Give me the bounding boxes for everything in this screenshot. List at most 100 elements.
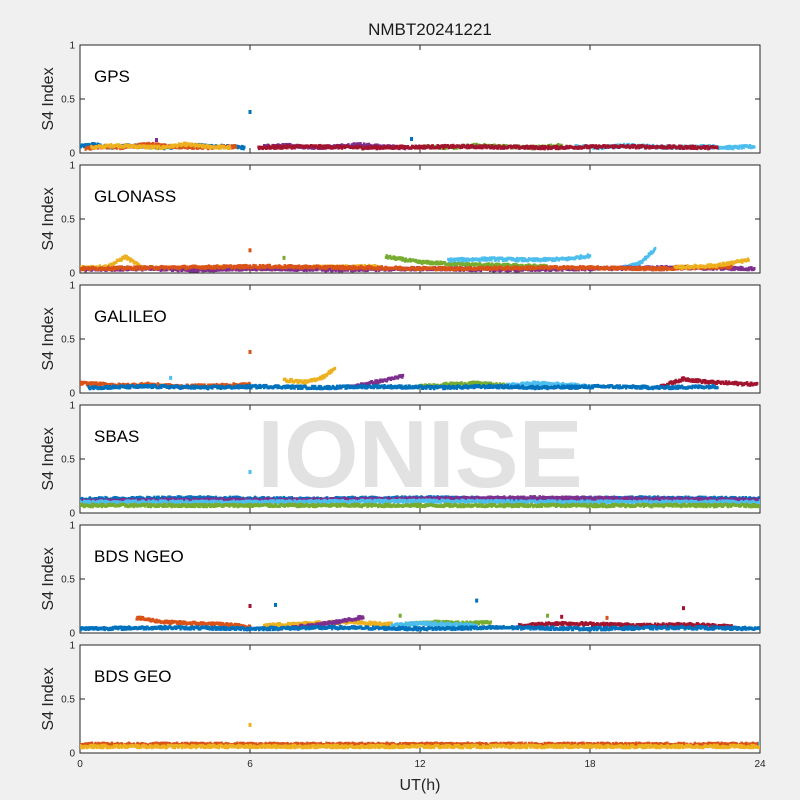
data-point	[695, 147, 699, 151]
data-point	[537, 268, 540, 272]
data-point	[577, 146, 580, 150]
data-point	[645, 144, 648, 148]
data-point	[644, 255, 647, 259]
data-point	[160, 146, 164, 150]
data-point	[369, 144, 373, 148]
data-point	[133, 265, 136, 269]
data-point	[389, 254, 392, 258]
data-point	[340, 146, 344, 150]
data-point	[430, 260, 434, 264]
series-group	[80, 246, 756, 273]
data-point	[740, 146, 743, 150]
data-point	[582, 267, 585, 271]
data-point	[273, 144, 276, 148]
data-point	[221, 266, 225, 270]
data-point	[384, 265, 388, 269]
y-tick-label: 0.5	[61, 215, 75, 226]
series	[80, 263, 733, 272]
data-point	[445, 268, 448, 272]
data-point	[212, 269, 216, 273]
data-point	[509, 144, 512, 148]
data-point	[312, 266, 315, 270]
data-point	[526, 266, 529, 270]
data-point	[385, 146, 388, 150]
data-point	[449, 145, 452, 149]
data-point	[421, 146, 425, 150]
data-point	[667, 144, 670, 148]
data-point	[340, 265, 343, 269]
data-point	[251, 265, 255, 269]
data-point	[209, 265, 213, 269]
data-point	[527, 259, 530, 263]
data-point	[543, 147, 546, 151]
data-point	[142, 267, 145, 271]
data-point	[738, 267, 742, 271]
data-point	[263, 268, 267, 272]
data-point	[394, 255, 397, 259]
data-point	[524, 267, 527, 271]
data-point	[641, 260, 644, 264]
data-point	[464, 263, 468, 267]
data-point	[472, 262, 476, 266]
data-point	[203, 268, 206, 272]
data-point	[466, 262, 469, 266]
data-point	[439, 267, 442, 271]
data-point	[323, 264, 327, 268]
data-point	[455, 263, 459, 267]
data-point	[193, 269, 196, 273]
data-point	[214, 266, 217, 270]
data-point	[721, 266, 724, 270]
data-point	[351, 267, 354, 271]
data-point	[265, 268, 268, 272]
y-tick-label: 0	[69, 149, 75, 160]
data-point	[120, 258, 123, 262]
data-point	[515, 146, 518, 150]
data-point	[248, 264, 252, 268]
data-point	[488, 266, 491, 270]
data-point	[680, 145, 684, 149]
data-point	[488, 258, 491, 262]
data-point	[649, 250, 653, 254]
data-point	[216, 264, 219, 268]
data-point	[125, 254, 128, 258]
data-point	[653, 246, 657, 250]
data-point	[657, 266, 660, 270]
data-point	[665, 266, 668, 270]
data-point	[338, 269, 341, 273]
data-point	[431, 144, 434, 148]
data-point	[535, 257, 539, 261]
data-point	[457, 259, 461, 263]
data-point	[588, 265, 591, 269]
series-group	[80, 349, 759, 391]
data-point	[477, 263, 480, 267]
data-point	[467, 267, 471, 271]
data-point	[725, 266, 728, 270]
data-point	[238, 264, 242, 268]
data-point	[82, 265, 85, 269]
data-point	[241, 145, 245, 149]
data-point	[440, 267, 444, 271]
data-point	[138, 144, 141, 148]
data-point	[207, 265, 210, 269]
data-point	[132, 267, 136, 271]
data-point	[206, 144, 209, 148]
data-point	[651, 265, 654, 269]
data-point	[505, 267, 509, 271]
data-point	[437, 144, 440, 148]
data-point	[692, 146, 696, 150]
data-point	[403, 259, 407, 263]
data-point	[378, 147, 381, 151]
data-point	[231, 146, 235, 150]
data-point	[394, 144, 397, 148]
data-point	[250, 268, 254, 272]
data-point	[398, 147, 401, 151]
data-point	[208, 269, 211, 273]
data-point	[325, 145, 328, 149]
data-point	[517, 259, 520, 263]
data-point	[660, 268, 663, 272]
data-point	[197, 146, 200, 150]
data-point	[443, 147, 446, 151]
data-point	[629, 263, 633, 267]
data-point	[480, 144, 483, 148]
